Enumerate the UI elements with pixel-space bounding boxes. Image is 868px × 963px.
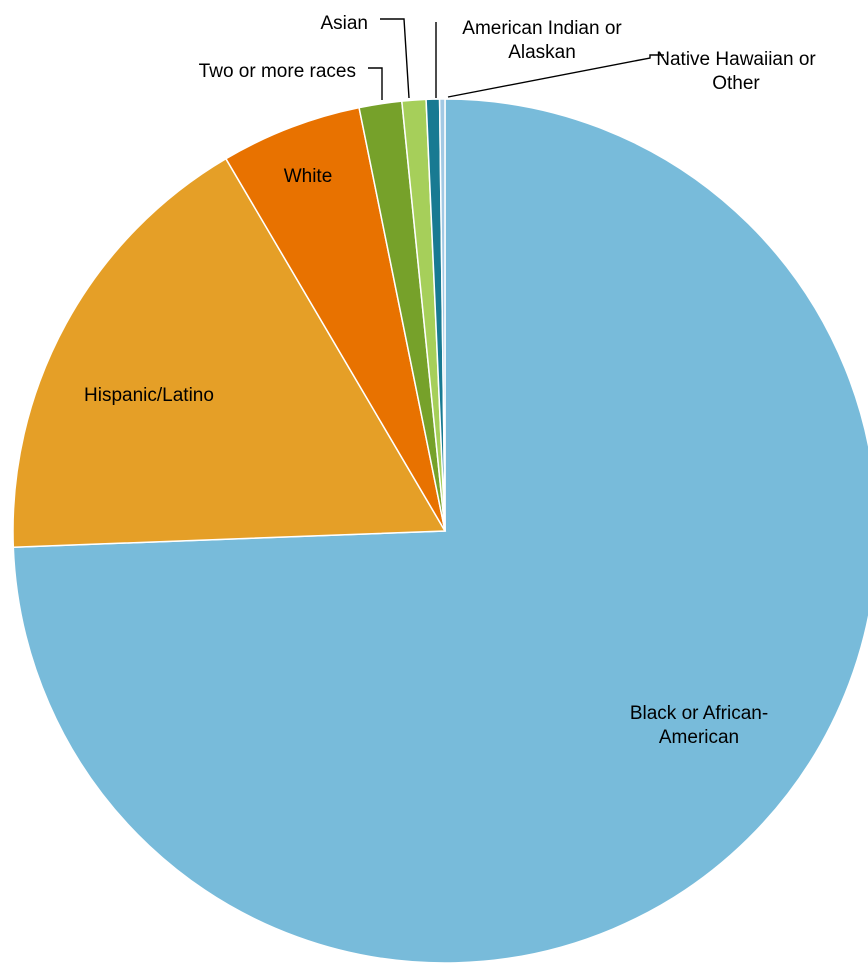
slice-labels: Black or African- American Hispanic/Latino… xyxy=(84,13,816,748)
slice-label-native-hawaiian-or-other: Native Hawaiian or Other xyxy=(656,49,816,94)
slices-layer xyxy=(12,98,868,963)
pie-slice-native-hawaiian-or-other xyxy=(438,98,446,532)
leader-line-native-hawaiian-or-other xyxy=(447,54,664,98)
leader-lines xyxy=(368,18,664,100)
slice-label-line: White xyxy=(284,166,333,187)
slice-label-line: Alaskan xyxy=(508,42,576,63)
pie-slice-white xyxy=(224,106,446,532)
pie-slice-black-or-african-american xyxy=(12,98,868,963)
slice-label-line: American xyxy=(659,727,739,748)
leader-line-two-or-more-races xyxy=(368,67,383,100)
slice-label-line: Other xyxy=(712,73,760,94)
slice-label-line: Two or more races xyxy=(199,61,356,82)
leader-line-asian xyxy=(380,18,410,99)
slice-label-two-or-more-races: Two or more races xyxy=(199,61,356,82)
slice-label-asian: Asian xyxy=(320,13,368,34)
slice-label-line: Asian xyxy=(320,13,368,34)
slice-label-line: Native Hawaiian or xyxy=(656,49,816,70)
pie-slice-hispanic-latino xyxy=(12,157,447,548)
slice-label-line: American Indian or xyxy=(462,18,622,39)
slice-label-american-indian-or-alaskan: American Indian or Alaskan xyxy=(462,18,622,63)
slice-label-line: Black or African- xyxy=(630,703,768,724)
slice-label-hispanic-latino: Hispanic/Latino xyxy=(84,385,214,406)
slice-label-line: Hispanic/Latino xyxy=(84,385,214,406)
slice-label-black-or-african-american: Black or African- American xyxy=(630,703,768,748)
slice-label-white: White xyxy=(284,166,333,187)
